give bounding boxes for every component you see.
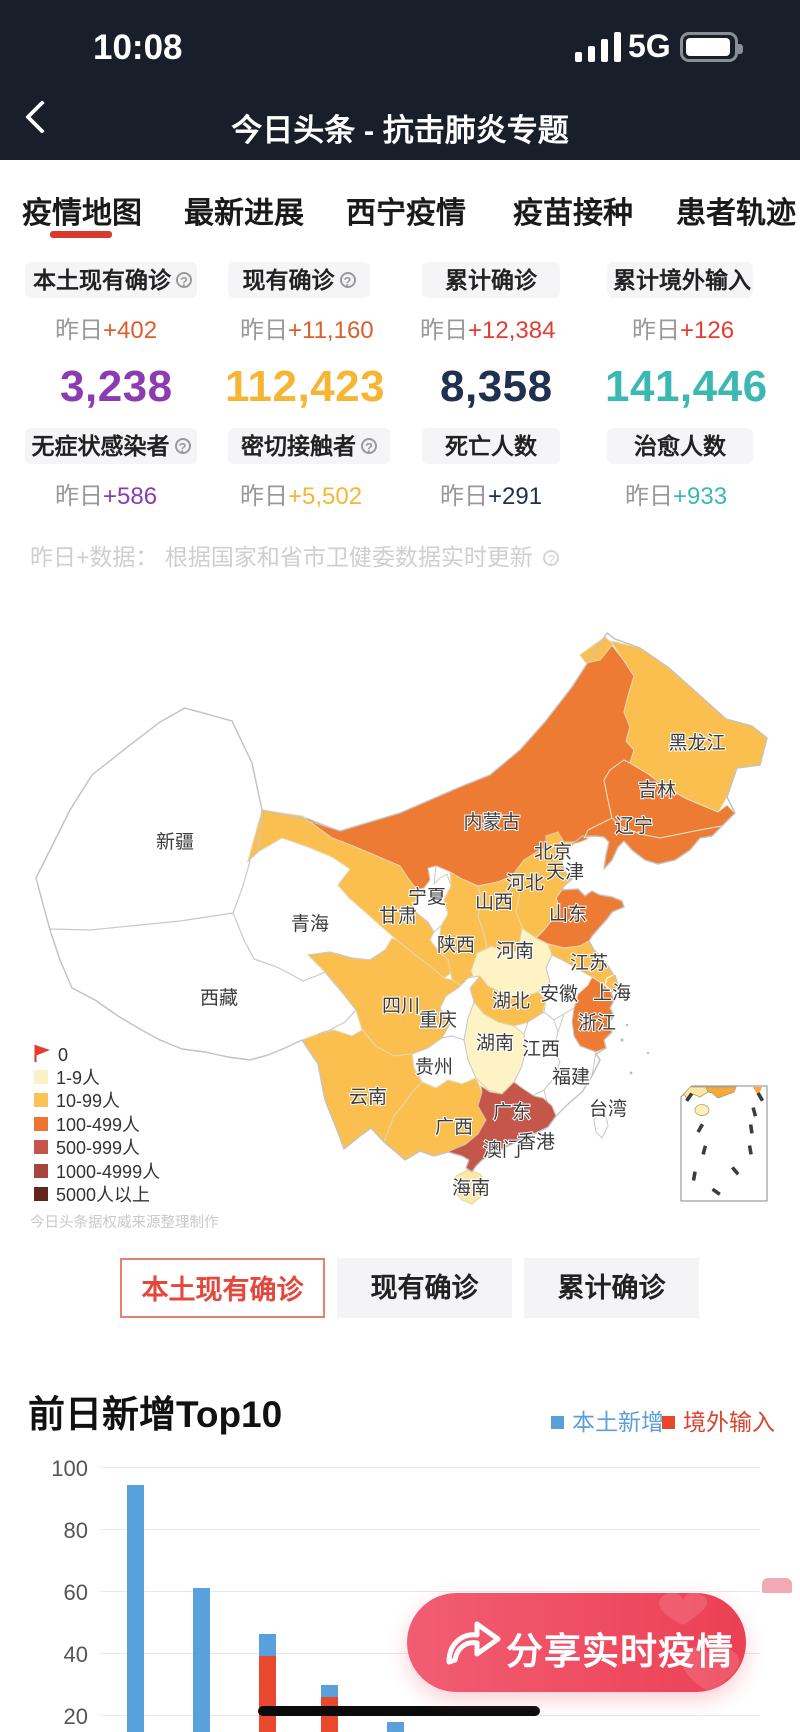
svg-text:1000-4999人: 1000-4999人: [56, 1162, 160, 1182]
svg-text:10-99人: 10-99人: [56, 1091, 120, 1111]
svg-text:山东: 山东: [549, 903, 587, 925]
svg-text:海南: 海南: [452, 1177, 490, 1199]
svg-text:100-499人: 100-499人: [56, 1115, 140, 1135]
svg-text:北京: 北京: [534, 841, 572, 863]
svg-text:湖北: 湖北: [492, 990, 530, 1012]
svg-text:福建: 福建: [552, 1066, 590, 1088]
svg-text:江苏: 江苏: [570, 952, 608, 974]
svg-text:四川: 四川: [382, 996, 420, 1017]
svg-text:辽宁: 辽宁: [615, 815, 653, 837]
svg-text:500-999人: 500-999人: [56, 1138, 140, 1158]
svg-text:甘肃: 甘肃: [379, 905, 417, 927]
svg-text:吉林: 吉林: [638, 779, 676, 801]
svg-text:广东: 广东: [493, 1101, 531, 1123]
svg-text:浙江: 浙江: [578, 1012, 616, 1034]
svg-text:天津: 天津: [546, 861, 584, 883]
svg-text:上海: 上海: [593, 982, 631, 1004]
svg-text:重庆: 重庆: [419, 1009, 457, 1031]
svg-text:安徽: 安徽: [540, 983, 578, 1005]
svg-text:贵州: 贵州: [415, 1056, 453, 1078]
svg-text:澳门: 澳门: [483, 1139, 521, 1161]
svg-text:香港: 香港: [517, 1131, 555, 1153]
svg-text:河南: 河南: [496, 940, 534, 962]
svg-text:青海: 青海: [291, 913, 329, 935]
svg-text:内蒙古: 内蒙古: [463, 811, 520, 833]
svg-text:今日头条据权威来源整理制作: 今日头条据权威来源整理制作: [30, 1214, 219, 1231]
svg-text:广西: 广西: [435, 1116, 473, 1138]
svg-text:黑龙江: 黑龙江: [668, 732, 725, 754]
svg-text:河北: 河北: [506, 872, 544, 894]
svg-text:山西: 山西: [475, 891, 513, 913]
svg-text:云南: 云南: [349, 1086, 387, 1108]
svg-text:1-9人: 1-9人: [56, 1068, 100, 1088]
svg-text:5000人以上: 5000人以上: [56, 1185, 150, 1205]
svg-text:西藏: 西藏: [200, 987, 238, 1009]
svg-text:新疆: 新疆: [156, 831, 194, 853]
svg-text:台湾: 台湾: [589, 1098, 627, 1120]
svg-text:陕西: 陕西: [437, 934, 475, 956]
svg-text:江西: 江西: [522, 1038, 560, 1060]
svg-text:0: 0: [58, 1045, 68, 1065]
svg-text:宁夏: 宁夏: [408, 886, 446, 908]
svg-text:湖南: 湖南: [476, 1032, 514, 1054]
